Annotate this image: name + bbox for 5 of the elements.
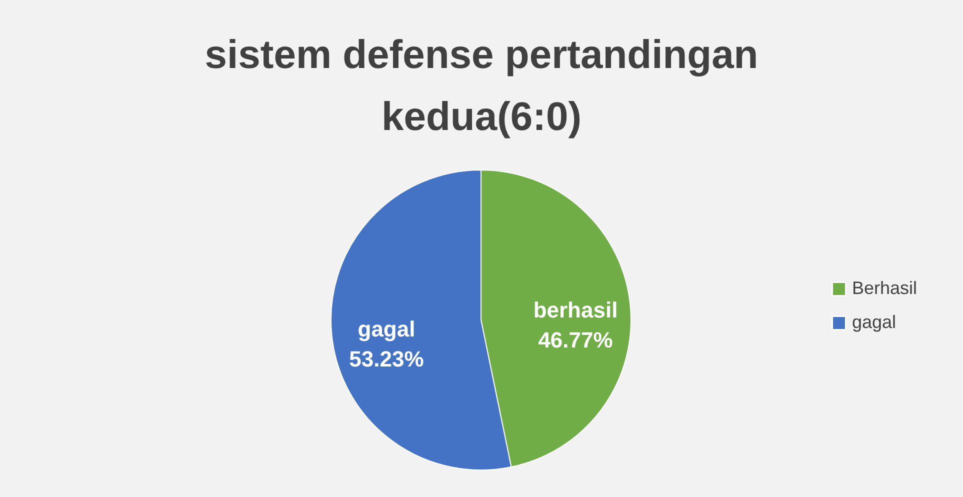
legend-label: Berhasil: [852, 278, 918, 298]
data-label: gagal 53.23%: [349, 316, 424, 372]
chart-title: sistem defense pertandingan kedua(6:0): [204, 33, 758, 139]
legend-label: gagal: [852, 312, 896, 332]
data-label: berhasil 46.77%: [533, 297, 618, 352]
